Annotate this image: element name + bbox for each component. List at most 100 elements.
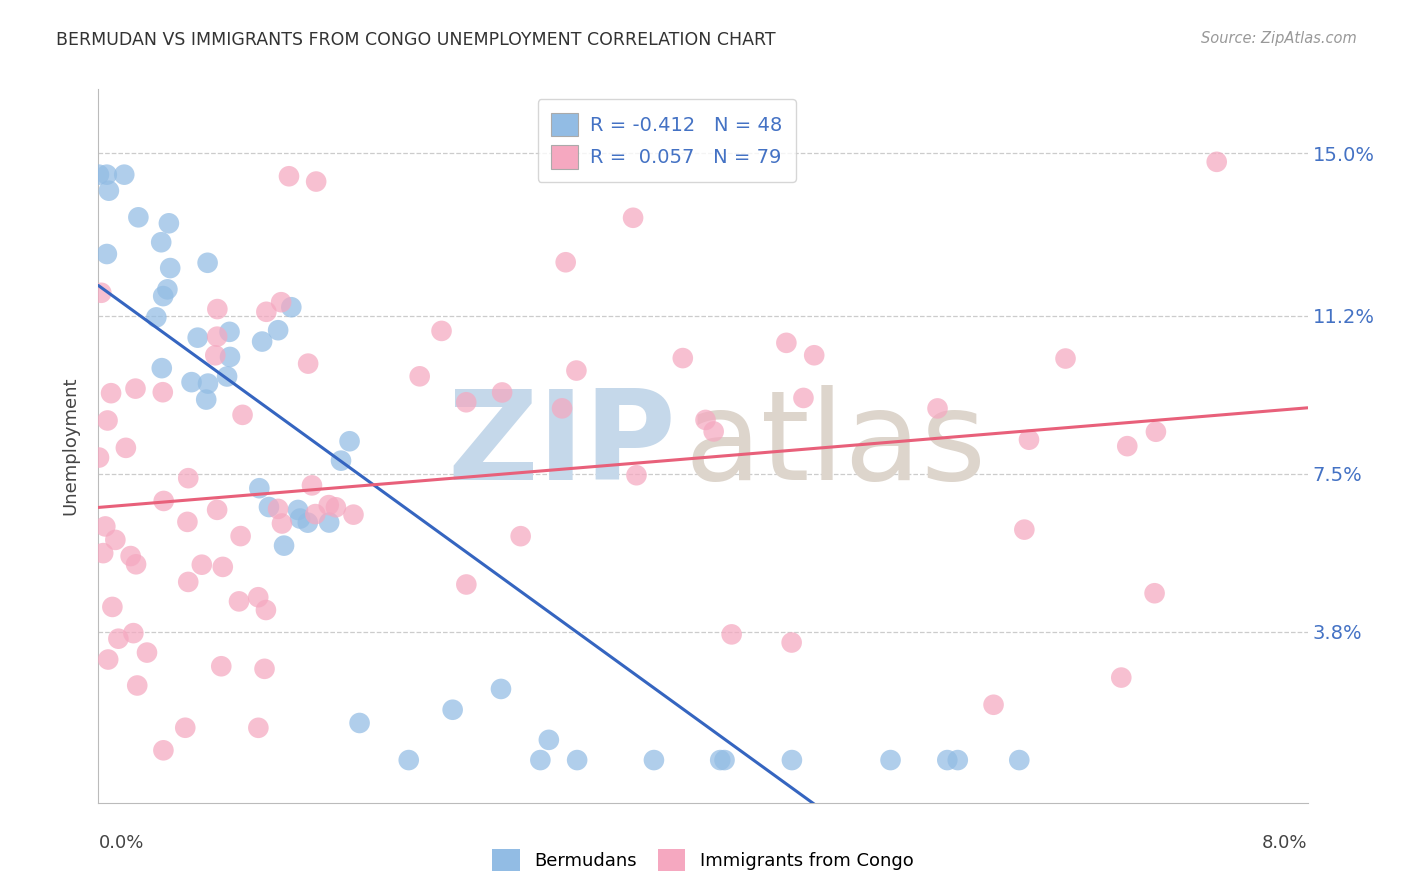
Point (122, 626, 145, 640)
Point (145, 310, 167, 325)
Point (257, 500, 280, 514)
Point (672, 351, 695, 365)
Point (157, 216, 180, 230)
Point (250, 334, 273, 349)
Point (626, 468, 648, 483)
Point (565, 363, 588, 377)
Point (90, 285, 112, 300)
Point (430, 324, 453, 338)
Point (339, 434, 361, 449)
Point (150, 361, 173, 376)
Point (983, 698, 1005, 712)
Point (152, 494, 174, 508)
Point (247, 481, 270, 495)
Point (703, 425, 725, 439)
Point (278, 169, 301, 184)
Point (1018, 433, 1040, 447)
Legend: R = -0.412   N = 48, R =  0.057   N = 79: R = -0.412 N = 48, R = 0.057 N = 79 (537, 99, 796, 182)
Y-axis label: Unemployment: Unemployment (62, 376, 80, 516)
Point (125, 558, 148, 572)
Point (305, 175, 328, 189)
Point (254, 603, 277, 617)
Point (1205, 154, 1227, 169)
Point (94, 519, 117, 533)
Point (197, 376, 219, 391)
Point (97, 184, 120, 198)
Point (96, 413, 118, 427)
Point (330, 453, 353, 467)
Point (87, 450, 110, 465)
Point (554, 255, 576, 269)
Point (228, 594, 250, 608)
Point (342, 508, 364, 522)
Point (180, 375, 202, 389)
Point (205, 503, 228, 517)
Point (124, 382, 146, 396)
Point (177, 574, 200, 589)
Point (1109, 671, 1132, 685)
Point (97, 652, 120, 666)
Text: Source: ZipAtlas.com: Source: ZipAtlas.com (1201, 31, 1357, 46)
Point (1143, 586, 1166, 600)
Point (803, 348, 825, 362)
Point (621, 211, 644, 225)
Point (1116, 439, 1139, 453)
Point (177, 471, 200, 485)
Point (349, 716, 371, 731)
Point (187, 331, 209, 345)
Point (301, 478, 323, 492)
Point (219, 350, 242, 364)
Point (253, 662, 276, 676)
Point (529, 753, 551, 767)
Point (1054, 351, 1077, 366)
Point (720, 627, 742, 641)
Point (159, 261, 181, 276)
Point (927, 401, 949, 416)
Point (195, 392, 218, 407)
Point (96, 247, 118, 261)
Point (191, 558, 214, 572)
Point (205, 329, 228, 343)
Point (318, 498, 340, 512)
Point (304, 507, 326, 521)
Point (112, 168, 135, 182)
Point (879, 753, 901, 767)
Point (232, 408, 254, 422)
Point (207, 302, 229, 317)
Point (127, 678, 149, 692)
Point (489, 681, 512, 696)
Point (441, 703, 464, 717)
Point (104, 533, 127, 547)
Point (217, 369, 239, 384)
Point (713, 753, 735, 767)
Point (152, 289, 174, 303)
Point (100, 386, 122, 401)
Point (176, 515, 198, 529)
Point (318, 516, 340, 530)
Point (398, 753, 420, 767)
Point (695, 413, 717, 427)
Point (136, 646, 159, 660)
Text: atlas: atlas (685, 385, 987, 507)
Point (115, 441, 138, 455)
Point (209, 659, 232, 673)
Point (936, 753, 959, 767)
Point (491, 385, 513, 400)
Point (107, 632, 129, 646)
Point (152, 743, 174, 757)
Point (775, 335, 797, 350)
Point (152, 385, 174, 400)
Point (287, 503, 309, 517)
Point (551, 401, 574, 416)
Point (780, 635, 803, 649)
Point (1014, 523, 1036, 537)
Point (174, 721, 197, 735)
Point (456, 395, 478, 409)
Point (297, 357, 319, 371)
Point (204, 348, 226, 362)
Point (946, 753, 969, 767)
Point (325, 500, 347, 515)
Point (509, 529, 531, 543)
Point (87, 168, 110, 182)
Point (780, 753, 803, 767)
